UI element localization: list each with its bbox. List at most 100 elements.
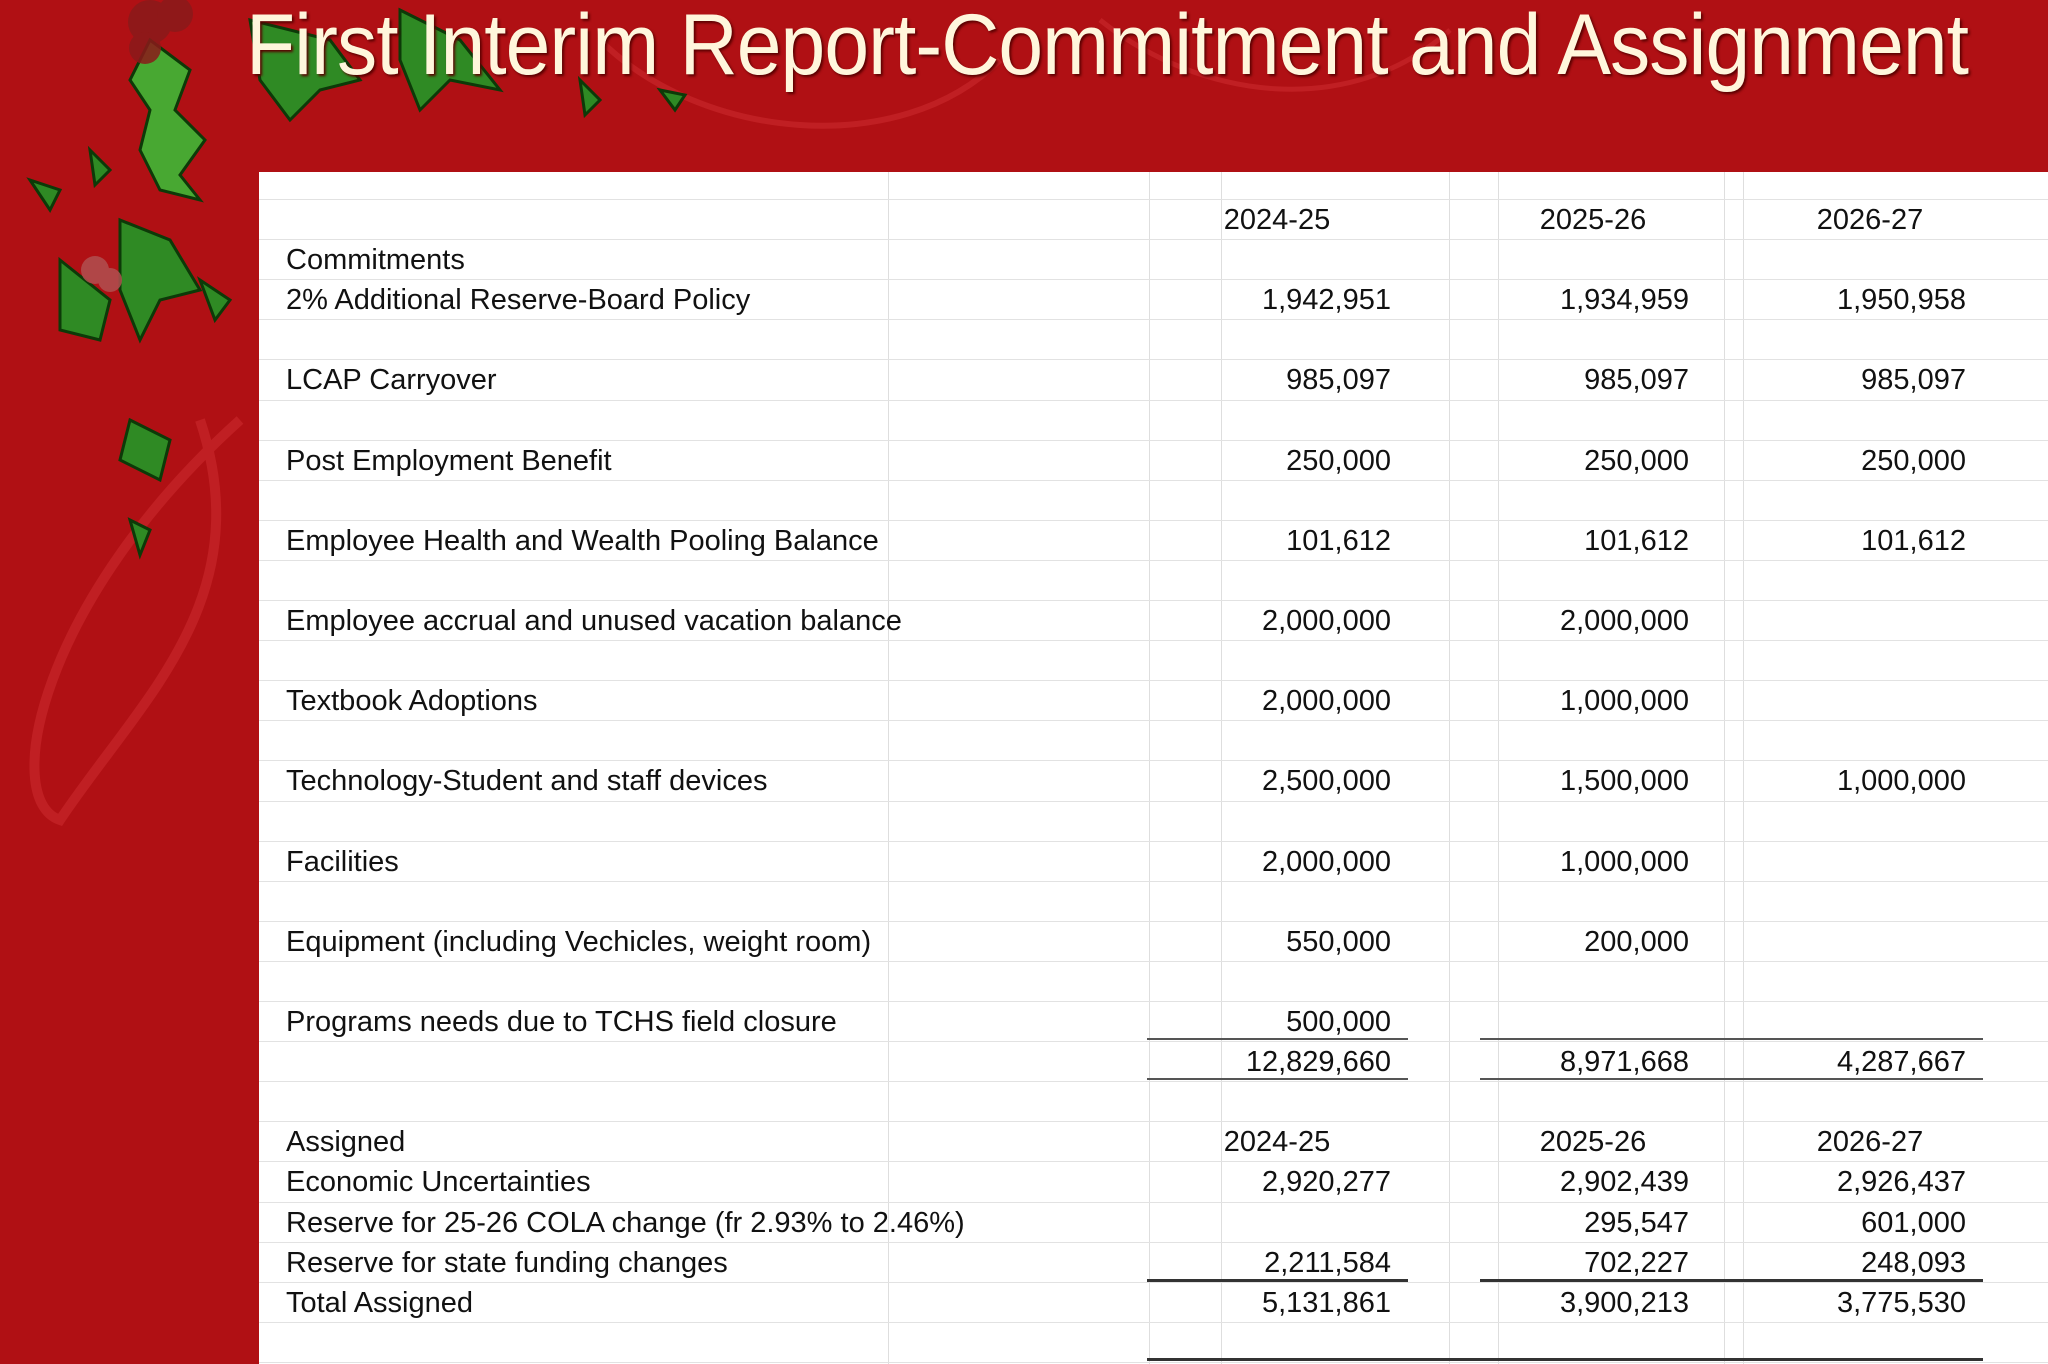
section-heading-row: Assigned 2024-25 2025-26 2026-27 — [259, 1121, 2048, 1161]
table-row: Employee accrual and unused vacation bal… — [259, 600, 2048, 640]
header-row: 2024-25 2025-26 2026-27 — [259, 199, 2048, 239]
table-row: Reserve for state funding changes 2,211,5… — [259, 1242, 2048, 1282]
column-header: 2024-25 — [1223, 1126, 1331, 1158]
grid-row-line — [259, 600, 2048, 601]
grid-row-line — [259, 1282, 2048, 1283]
cell-value: 1,934,959 — [1559, 284, 1689, 316]
column-header: 2026-27 — [1816, 1126, 1924, 1158]
cell-value: 250,000 — [1584, 445, 1689, 477]
grid-row-line — [259, 1242, 2048, 1243]
total-value: 3,775,530 — [1836, 1287, 1966, 1319]
page-title: First Interim Report-Commitment and Assi… — [246, 0, 1969, 93]
row-label: Total Assigned — [286, 1287, 474, 1319]
grid-row-line — [259, 881, 2048, 882]
total-value: 5,131,861 — [1261, 1287, 1391, 1319]
underline-rule — [1147, 1279, 1408, 1282]
underline-rule — [1147, 1078, 1408, 1080]
cell-value: 2,000,000 — [1559, 605, 1689, 637]
table-row: Employee Health and Wealth Pooling Balan… — [259, 520, 2048, 560]
cell-value: 2,000,000 — [1261, 685, 1391, 717]
row-label: Reserve for 25-26 COLA change (fr 2.93% … — [286, 1207, 965, 1239]
grid-row-line — [259, 720, 2048, 721]
column-header: 2024-25 — [1223, 204, 1331, 236]
grid-column-line — [1724, 172, 1725, 1364]
grid-row-line — [259, 1202, 2048, 1203]
underline-rule — [1480, 1279, 1983, 1282]
cell-value: 250,000 — [1861, 445, 1966, 477]
grid-column-line — [888, 172, 889, 1364]
underline-rule — [1147, 1038, 1408, 1040]
table-row: LCAP Carryover 985,097 985,097 985,097 — [259, 359, 2048, 399]
grid-row-line — [259, 199, 2048, 200]
cell-value: 2,000,000 — [1261, 605, 1391, 637]
column-header: 2025-26 — [1539, 1126, 1647, 1158]
grid-column-line — [1498, 172, 1499, 1364]
row-label: Employee accrual and unused vacation bal… — [286, 605, 902, 637]
grid-row-line — [259, 520, 2048, 521]
grid-row-line — [259, 400, 2048, 401]
row-label: Post Employment Benefit — [286, 445, 612, 477]
cell-value: 2,926,437 — [1836, 1166, 1966, 1198]
cell-value: 295,547 — [1584, 1207, 1689, 1239]
cell-value: 500,000 — [1286, 1006, 1391, 1038]
grid-column-line — [1449, 172, 1450, 1364]
grid-row-line — [259, 560, 2048, 561]
grid-row-line — [259, 239, 2048, 240]
grid-row-line — [259, 961, 2048, 962]
cell-value: 250,000 — [1286, 445, 1391, 477]
cell-value: 2,211,584 — [1264, 1247, 1391, 1279]
table-row: Economic Uncertainties 2,920,277 2,902,439… — [259, 1161, 2048, 1201]
cell-value: 1,000,000 — [1559, 846, 1689, 878]
column-header: 2025-26 — [1539, 204, 1647, 236]
row-label: Technology-Student and staff devices — [286, 765, 768, 797]
row-label: 2% Additional Reserve-Board Policy — [286, 284, 751, 316]
grid-row-line — [259, 1121, 2048, 1122]
grid-row-line — [259, 480, 2048, 481]
cell-value: 2,000,000 — [1261, 846, 1391, 878]
cell-value: 2,920,277 — [1261, 1166, 1391, 1198]
row-label: Employee Health and Wealth Pooling Balan… — [286, 525, 879, 557]
section-heading-row: Commitments — [259, 239, 2048, 279]
grid-row-line — [259, 1081, 2048, 1082]
grid-row-line — [259, 921, 2048, 922]
section-heading: Assigned — [286, 1126, 406, 1158]
total-value: 12,829,660 — [1245, 1046, 1391, 1078]
cell-value: 985,097 — [1861, 364, 1966, 396]
row-label: Facilities — [286, 846, 399, 878]
cell-value: 200,000 — [1584, 926, 1689, 958]
cell-value: 1,942,951 — [1261, 284, 1391, 316]
table-row: Programs needs due to TCHS field closure… — [259, 1001, 2048, 1041]
row-label: Programs needs due to TCHS field closure — [286, 1006, 837, 1038]
total-value: 3,900,213 — [1559, 1287, 1689, 1319]
cell-value: 1,000,000 — [1559, 685, 1689, 717]
table-row: Technology-Student and staff devices 2,50… — [259, 760, 2048, 800]
total-row: 12,829,660 8,971,668 4,287,667 — [259, 1041, 2048, 1081]
underline-rule — [1147, 1358, 1983, 1361]
grid-row-line — [259, 279, 2048, 280]
row-label: Textbook Adoptions — [286, 685, 538, 717]
cell-value: 1,000,000 — [1836, 765, 1966, 797]
row-label: LCAP Carryover — [286, 364, 497, 396]
grid-row-line — [259, 440, 2048, 441]
cell-value: 2,902,439 — [1559, 1166, 1689, 1198]
grid-row-line — [259, 760, 2048, 761]
grid-row-line — [259, 1322, 2048, 1323]
grid-row-line — [259, 640, 2048, 641]
cell-value: 248,093 — [1861, 1247, 1966, 1279]
row-label: Reserve for state funding changes — [286, 1247, 728, 1279]
table-row: Textbook Adoptions 2,000,000 1,000,000 — [259, 680, 2048, 720]
column-header: 2026-27 — [1816, 204, 1924, 236]
grid-row-line — [259, 1001, 2048, 1002]
cell-value: 2,500,000 — [1261, 765, 1391, 797]
table-row: Reserve for 25-26 COLA change (fr 2.93% … — [259, 1202, 2048, 1242]
cell-value: 1,500,000 — [1559, 765, 1689, 797]
cell-value: 101,612 — [1861, 525, 1966, 557]
table-row: Post Employment Benefit 250,000 250,000 250… — [259, 440, 2048, 480]
grid-row-line — [259, 680, 2048, 681]
grid-row-line — [259, 1362, 2048, 1363]
grid-column-line — [1149, 172, 1150, 1364]
grid-row-line — [259, 1161, 2048, 1162]
cell-value: 702,227 — [1584, 1247, 1689, 1279]
grid-row-line — [259, 1041, 2048, 1042]
cell-value: 601,000 — [1861, 1207, 1966, 1239]
